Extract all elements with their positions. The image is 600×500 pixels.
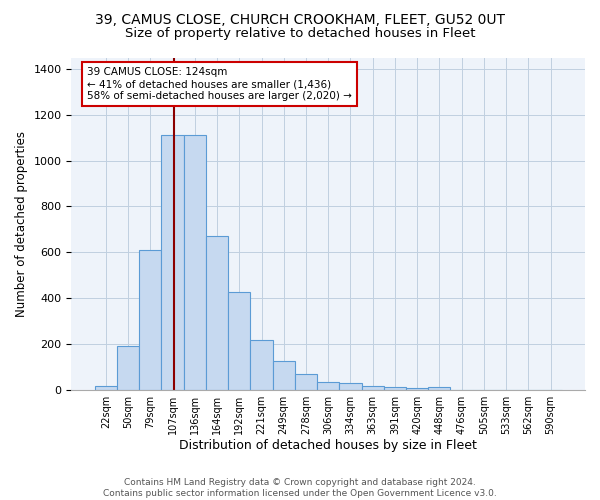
Bar — [117, 346, 139, 390]
Bar — [228, 292, 250, 390]
Y-axis label: Number of detached properties: Number of detached properties — [15, 130, 28, 316]
Bar — [362, 386, 384, 390]
Bar — [250, 340, 272, 390]
Bar — [161, 136, 184, 390]
Bar — [139, 250, 161, 390]
Bar — [406, 388, 428, 390]
Bar — [340, 383, 362, 390]
Bar — [317, 382, 340, 390]
Bar — [428, 387, 451, 390]
Bar — [272, 361, 295, 390]
Bar — [295, 374, 317, 390]
Text: Contains HM Land Registry data © Crown copyright and database right 2024.
Contai: Contains HM Land Registry data © Crown c… — [103, 478, 497, 498]
Bar — [384, 387, 406, 390]
X-axis label: Distribution of detached houses by size in Fleet: Distribution of detached houses by size … — [179, 440, 477, 452]
Bar — [95, 386, 117, 390]
Text: 39 CAMUS CLOSE: 124sqm
← 41% of detached houses are smaller (1,436)
58% of semi-: 39 CAMUS CLOSE: 124sqm ← 41% of detached… — [87, 68, 352, 100]
Text: 39, CAMUS CLOSE, CHURCH CROOKHAM, FLEET, GU52 0UT: 39, CAMUS CLOSE, CHURCH CROOKHAM, FLEET,… — [95, 12, 505, 26]
Bar — [206, 236, 228, 390]
Bar — [184, 136, 206, 390]
Text: Size of property relative to detached houses in Fleet: Size of property relative to detached ho… — [125, 28, 475, 40]
